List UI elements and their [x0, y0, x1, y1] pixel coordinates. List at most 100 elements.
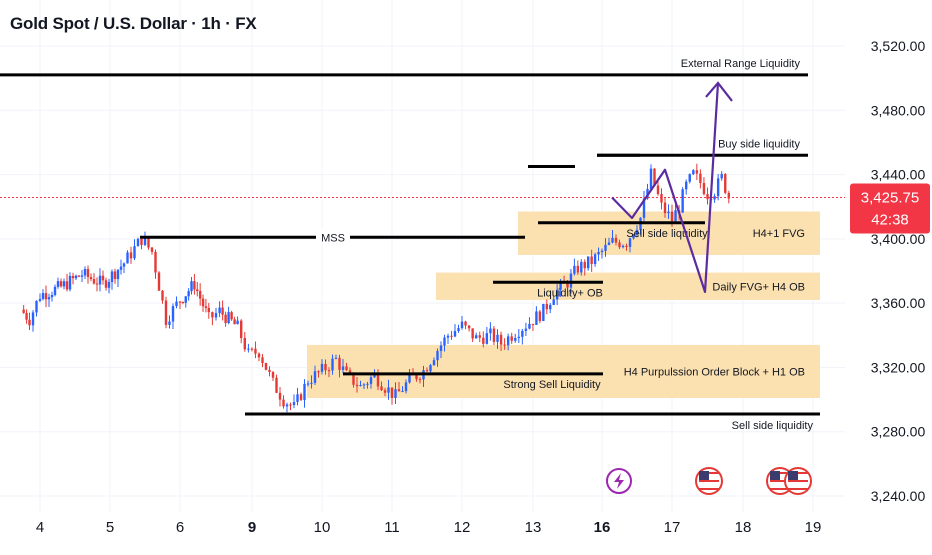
candle-body: [524, 328, 528, 331]
candle: [240, 319, 243, 344]
candle: [628, 237, 632, 253]
candle: [154, 249, 157, 279]
candle: [362, 383, 366, 389]
candle-body: [296, 394, 299, 403]
candle: [439, 341, 443, 359]
current-price-label: 3,425.75: [861, 189, 919, 206]
candle: [475, 332, 478, 339]
candle-body: [727, 192, 730, 199]
candle-body: [418, 379, 422, 381]
candle-body: [47, 297, 51, 300]
arrow-head: [705, 81, 733, 102]
lightning-icon: [606, 468, 632, 494]
candle-body: [482, 337, 485, 344]
candle: [331, 354, 334, 375]
candle: [457, 324, 460, 333]
candle: [695, 163, 699, 181]
candle: [193, 273, 196, 295]
us-flag-icon: [695, 467, 723, 495]
candle: [306, 380, 310, 387]
price-axis: 3,520.00 3,480.00 3,440.00 3,400.00 3,360.00…: [850, 38, 930, 504]
candle-body: [429, 365, 432, 372]
bolt: [614, 473, 624, 489]
candle-body: [359, 385, 362, 387]
candle: [171, 303, 175, 329]
time-tick-label: 10: [314, 519, 331, 536]
candle: [44, 285, 48, 308]
candle: [175, 296, 178, 309]
candle: [663, 197, 667, 218]
candle: [706, 187, 709, 205]
candle: [35, 300, 38, 317]
candle: [597, 247, 600, 261]
candle: [243, 332, 246, 352]
candle-body: [140, 238, 143, 245]
flag-stripe: [770, 480, 790, 482]
candle-body: [306, 383, 310, 385]
candle: [510, 332, 513, 344]
candle-body: [514, 337, 517, 341]
candle-body: [133, 246, 136, 259]
candle-body: [77, 275, 81, 277]
candle: [607, 237, 611, 246]
candle-body: [104, 280, 108, 288]
candle-body: [74, 275, 78, 279]
candle: [25, 309, 28, 324]
level-line: External Range Liquidity: [0, 58, 808, 77]
candle: [264, 362, 268, 371]
candle-body: [695, 170, 699, 174]
segment-label: MSS: [321, 232, 345, 244]
candle: [289, 402, 292, 411]
flag-stripe: [788, 480, 808, 482]
candle-body: [383, 390, 387, 393]
flag-stripe: [770, 488, 790, 490]
candle-body: [475, 335, 478, 339]
flag-stripe: [699, 488, 719, 490]
candle-body: [35, 300, 38, 313]
candle-body: [154, 251, 157, 273]
candle: [621, 244, 625, 249]
candle-body: [706, 194, 709, 200]
candle-body: [685, 181, 688, 190]
candle-body: [471, 328, 474, 339]
candle-body: [635, 229, 639, 235]
flag-stripe: [788, 484, 808, 486]
events-layer: [606, 467, 812, 495]
candle-body: [198, 290, 202, 299]
candle-body: [692, 170, 695, 175]
candle: [408, 369, 411, 384]
zone-label: H4 Purpulssion Order Block + H1 OB: [624, 366, 805, 378]
candle-body: [345, 366, 348, 371]
candle: [625, 243, 628, 251]
candle: [535, 306, 538, 325]
countdown-label: 42:38: [871, 211, 909, 228]
candle-body: [310, 382, 313, 384]
candle: [47, 293, 51, 307]
candle-body: [415, 375, 418, 380]
price-tick-label: 3,480.00: [871, 102, 926, 118]
candle-body: [285, 404, 289, 407]
candle-body: [569, 273, 573, 288]
segment-label: Liquidity+ OB: [537, 287, 603, 299]
candle: [460, 316, 464, 330]
candle: [552, 295, 555, 306]
candle: [282, 395, 285, 409]
price-tick-label: 3,520.00: [871, 38, 926, 54]
candle: [104, 277, 108, 291]
candle: [68, 272, 72, 292]
candle: [341, 359, 345, 374]
candle-body: [443, 337, 446, 346]
candle: [122, 262, 126, 273]
candle: [656, 180, 660, 196]
candle-body: [674, 210, 677, 222]
candle: [38, 293, 42, 303]
candle: [324, 359, 327, 375]
candle-body: [211, 312, 214, 318]
candle-body: [331, 358, 334, 371]
candle: [299, 392, 303, 402]
segment-label: Strong Sell Liquidity: [503, 379, 601, 391]
candle-body: [681, 189, 684, 213]
candle-body: [453, 331, 457, 337]
